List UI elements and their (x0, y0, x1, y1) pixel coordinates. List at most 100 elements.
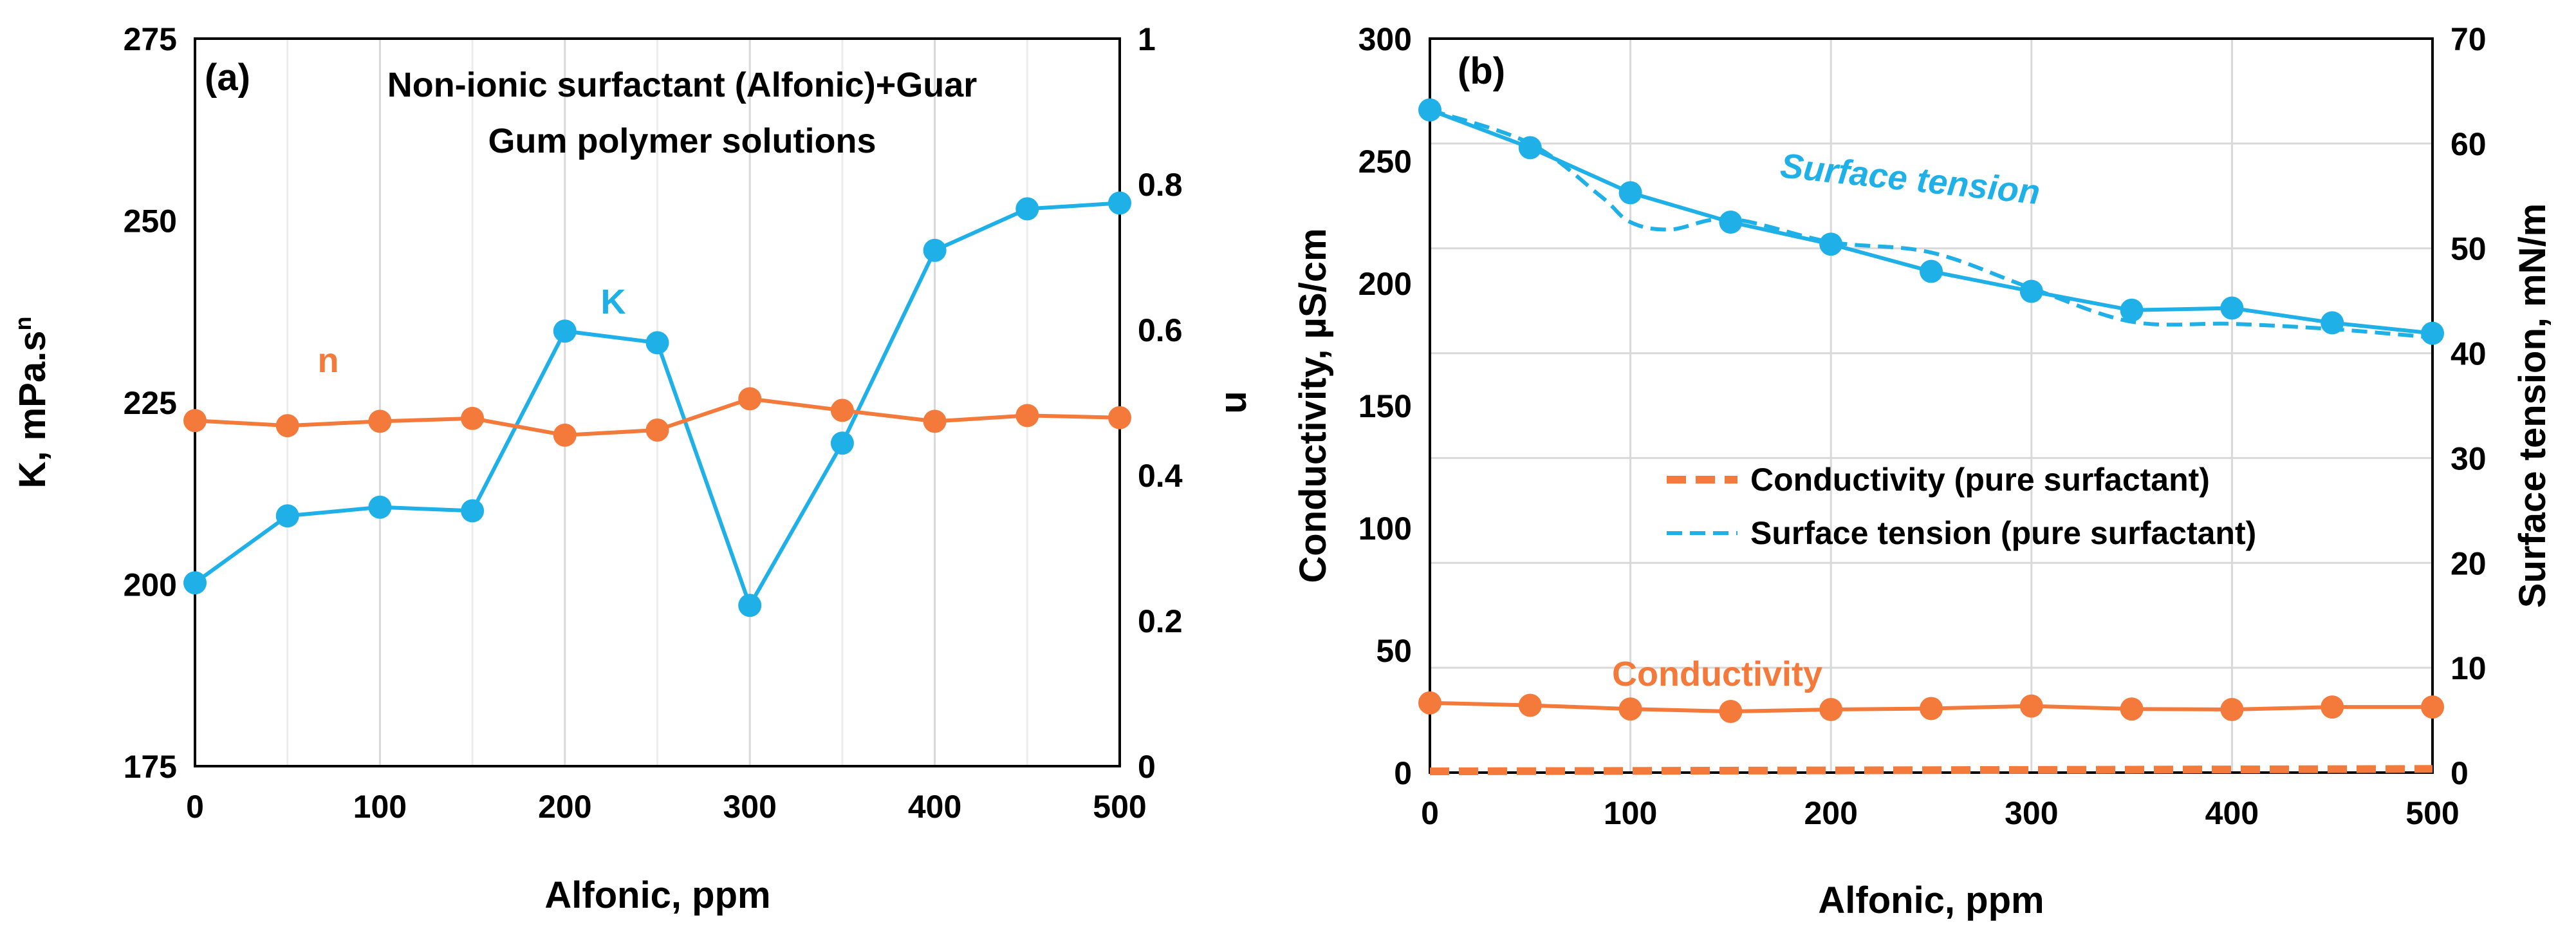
panel-a-y-axis-title: K, mPa.sn (10, 317, 53, 489)
panel-a-y2-tick-0: 0 (1138, 749, 1156, 785)
panel-a-y2-tick-5: 1 (1138, 21, 1156, 57)
panel-b-x-tick-1: 100 (1604, 795, 1657, 831)
series-point-k-4 (553, 319, 577, 343)
panel-a-series (183, 191, 1131, 617)
panel-b-y-tick-3: 150 (1358, 388, 1412, 424)
panel-a-title-line-2: Gum polymer solutions (488, 122, 876, 160)
panel-a-label: (a) (205, 57, 250, 99)
panel-a-grid (286, 39, 1028, 766)
panel-b-y-axis-title: Conductivity, µS/cm (1292, 228, 1334, 583)
series-point-n-6 (738, 387, 762, 411)
series-point-n-10 (1108, 406, 1131, 429)
panel-b-y2-tick-1: 10 (2451, 650, 2487, 686)
panel-b-plot-frame (1429, 37, 2434, 774)
series-point-surface-tension-7 (2120, 298, 2144, 322)
panel-a-y-tick-1: 200 (124, 567, 177, 603)
series-point-n-2 (368, 409, 392, 433)
series-point-conductivity-5 (1920, 697, 1943, 720)
legend-label-conductivity-pure: Conductivity (pure surfactant) (1750, 462, 2210, 498)
panel-b-y2-tick-4: 40 (2451, 336, 2487, 372)
panel-a-x-tick-2: 200 (538, 789, 591, 825)
panel-b-x-tick-0: 0 (1421, 795, 1439, 831)
panel-a-y-tick-4: 275 (124, 21, 177, 57)
panel-b-x-tick-5: 500 (2405, 795, 2459, 831)
panel-a-y-tick-2: 225 (124, 385, 177, 421)
panel-a-y-tick-0: 175 (124, 749, 177, 785)
panel-a-title-line-1: Non-ionic surfactant (Alfonic)+Guar (387, 66, 978, 104)
annotation-k: K (601, 283, 626, 321)
series-point-n-0 (183, 409, 207, 433)
series-point-conductivity-2 (1618, 697, 1642, 721)
panel-b-y-tick-1: 50 (1376, 633, 1412, 669)
series-point-n-5 (645, 418, 669, 442)
panel-b-label: (b) (1458, 50, 1505, 92)
panel-b-grid (1430, 39, 2432, 773)
panel-a-x-tick-0: 0 (186, 789, 204, 825)
series-line-conductivity-pure-surfactant (1429, 765, 2433, 776)
panel-b-y2-tick-6: 60 (2451, 126, 2487, 162)
series-point-k-10 (1108, 191, 1131, 215)
panel-a-x-axis-title: Alfonic, ppm (544, 874, 770, 916)
series-point-k-2 (368, 495, 392, 519)
panel-a-y2-axis-title: n (1218, 391, 1259, 413)
panel-b-ticks: 0 100 200 300 400 500 0 50 100 150 200 250 300 0 10 20 3… (1358, 21, 2487, 831)
panel-a-ticks: 0 100 200 300 400 500 175 200 225 250 275 0 0.2 0.4 0.… (124, 21, 1183, 825)
series-line-surface-tension-pure-surfactant (1429, 108, 2433, 340)
panel-b-y2-tick-7: 70 (2451, 21, 2487, 57)
panel-a-y2-tick-4: 0.8 (1138, 167, 1183, 203)
panel-a-x-tick-3: 300 (723, 789, 776, 825)
panel-a-y2-tick-3: 0.6 (1138, 312, 1183, 348)
panel-a-x-tick-4: 400 (908, 789, 961, 825)
panel-b-y-tick-5: 250 (1358, 144, 1412, 180)
series-point-conductivity-10 (2421, 695, 2444, 719)
panel-b-y-tick-2: 100 (1358, 511, 1412, 547)
series-point-n-4 (553, 423, 577, 447)
series-point-conductivity-7 (2120, 697, 2144, 721)
panel-b-x-axis-title: Alfonic, ppm (1818, 879, 2044, 921)
series-point-surface-tension-3 (1719, 211, 1743, 234)
panel-a-y-tick-3: 250 (124, 203, 177, 240)
panel-a-x-tick-1: 100 (353, 789, 407, 825)
annotation-conductivity: Conductivity (1612, 655, 1822, 693)
panel-b-series (1418, 98, 2444, 776)
series-point-conductivity-9 (2321, 695, 2344, 719)
series-point-k-0 (183, 571, 207, 595)
panel-b-y-tick-0: 0 (1394, 755, 1412, 791)
panel-a-x-tick-5: 500 (1093, 789, 1146, 825)
legend-label-surface-tension-pure: Surface tension (pure surfactant) (1750, 515, 2256, 551)
panel-a-y-axis-title-main: K, mPa.s (12, 331, 53, 489)
panel-b-y2-tick-3: 30 (2451, 440, 2487, 476)
panel-a-y2-tick-2: 0.4 (1138, 458, 1183, 494)
series-point-n-9 (1015, 404, 1039, 428)
panel-b-y-tick-4: 200 (1358, 266, 1412, 302)
series-point-n-1 (275, 414, 299, 438)
panel-b-legend: Conductivity (pure surfactant) Surface t… (1667, 462, 2256, 551)
series-point-surface-tension-2 (1618, 181, 1642, 205)
series-point-k-6 (738, 594, 762, 617)
panel-b-y2-tick-5: 50 (2451, 231, 2487, 267)
series-point-conductivity-1 (1518, 693, 1542, 717)
annotation-surface-tension: Surface tension (1779, 146, 2042, 212)
series-point-conductivity-6 (2019, 694, 2043, 718)
panel-a-y-axis-title-sup: n (10, 317, 36, 331)
series-point-k-9 (1015, 197, 1039, 221)
panel-b-x-tick-2: 200 (1804, 795, 1857, 831)
series-point-conductivity-3 (1719, 700, 1743, 723)
series-point-conductivity-0 (1418, 691, 1441, 715)
panel-b-x-tick-4: 400 (2205, 795, 2259, 831)
series-point-k-7 (830, 431, 854, 455)
series-point-conductivity-4 (1819, 697, 1843, 721)
series-point-k-5 (645, 331, 669, 355)
panel-b-y-tick-6: 300 (1358, 21, 1412, 57)
series-point-surface-tension-4 (1819, 232, 1843, 256)
series-point-k-3 (461, 499, 485, 523)
series-point-surface-tension-8 (2220, 296, 2244, 320)
panel-b: 0 100 200 300 400 500 0 50 100 150 200 250 300 0 10 20 3… (1292, 21, 2553, 921)
series-point-n-8 (923, 409, 947, 433)
series-point-n-7 (830, 399, 854, 422)
series-point-conductivity-8 (2220, 697, 2244, 721)
annotation-n: n (318, 341, 339, 380)
panel-b-y2-tick-0: 0 (2451, 755, 2469, 791)
